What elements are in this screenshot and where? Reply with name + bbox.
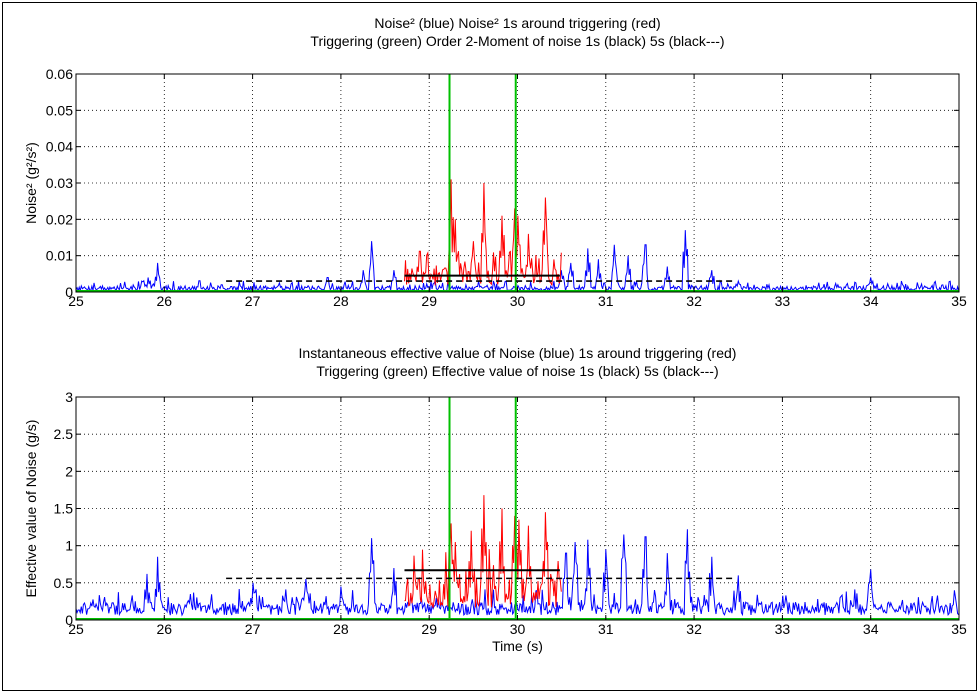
x-tick-label: 28 bbox=[333, 293, 349, 309]
y-tick-label: 0.06 bbox=[46, 66, 73, 82]
x-tick-label: 33 bbox=[775, 621, 791, 637]
y-axis-label: Noise² (g²/s²) bbox=[23, 142, 39, 224]
x-tick-label: 27 bbox=[245, 621, 261, 637]
chart-title: Triggering (green) Order 2-Moment of noi… bbox=[310, 33, 724, 49]
y-tick-label: 0.5 bbox=[54, 575, 74, 591]
y-tick-label: 0 bbox=[65, 284, 73, 300]
y-tick-label: 1.5 bbox=[54, 501, 74, 517]
x-tick-label: 31 bbox=[598, 293, 614, 309]
chart-title: Instantaneous effective value of Noise (… bbox=[299, 345, 737, 361]
x-tick-label: 30 bbox=[510, 293, 526, 309]
x-tick-label: 31 bbox=[598, 621, 614, 637]
y-tick-label: 2 bbox=[65, 463, 73, 479]
y-tick-label: 0.03 bbox=[46, 175, 73, 191]
series-red-line bbox=[404, 495, 562, 608]
plot-area bbox=[76, 397, 959, 620]
chart-1: 25 26 27 28 29 30 31 32 33 34 35 0 0.01 0.02 0.03 0.04 0… bbox=[23, 15, 967, 309]
x-tick-label: 32 bbox=[686, 621, 702, 637]
x-tick-label: 34 bbox=[863, 621, 879, 637]
y-axis-label: Effective value of Noise (g/s) bbox=[23, 420, 39, 598]
y-tick-label: 0.02 bbox=[46, 211, 73, 227]
y-tick-label: 0.01 bbox=[46, 248, 73, 264]
x-tick-label: 28 bbox=[333, 621, 349, 637]
x-tick-label: 27 bbox=[245, 293, 261, 309]
x-tick-label: 30 bbox=[510, 621, 526, 637]
x-tick-label: 33 bbox=[775, 293, 791, 309]
x-tick-label: 25 bbox=[68, 621, 84, 637]
chart-title: Triggering (green) Effective value of no… bbox=[316, 363, 718, 379]
x-tick-label: 25 bbox=[68, 293, 84, 309]
x-tick-label: 35 bbox=[951, 621, 967, 637]
x-tick-label: 32 bbox=[686, 293, 702, 309]
y-tick-label: 0 bbox=[65, 612, 73, 628]
x-tick-label: 29 bbox=[421, 621, 437, 637]
x-tick-label: 26 bbox=[157, 621, 173, 637]
x-axis-label: Time (s) bbox=[492, 638, 543, 654]
x-tick-label: 29 bbox=[421, 293, 437, 309]
y-tick-label: 1 bbox=[65, 538, 73, 554]
chart-2: 25 26 27 28 29 30 31 32 33 34 35 0 0.5 1 1.5 2 2.5 3 Insta… bbox=[23, 345, 967, 654]
y-tick-label: 0.05 bbox=[46, 102, 73, 118]
y-tick-label: 2.5 bbox=[54, 426, 74, 442]
x-tick-label: 26 bbox=[157, 293, 173, 309]
series-blue-line bbox=[75, 529, 959, 617]
chart-title: Noise² (blue) Noise² 1s around triggerin… bbox=[374, 15, 660, 31]
x-tick-label: 35 bbox=[951, 293, 967, 309]
y-tick-label: 0.04 bbox=[46, 139, 73, 155]
x-tick-label: 34 bbox=[863, 293, 879, 309]
y-tick-label: 3 bbox=[65, 389, 73, 405]
